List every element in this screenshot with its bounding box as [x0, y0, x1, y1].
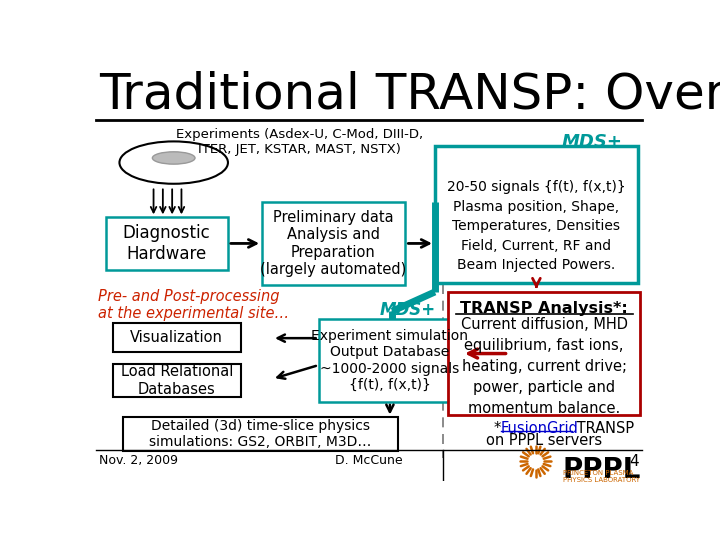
Bar — [262, 202, 405, 285]
Text: TRANSP: TRANSP — [572, 421, 634, 436]
Text: Current diffusion, MHD
equilibrium, fast ions,
heating, current drive;
power, pa: Current diffusion, MHD equilibrium, fast… — [461, 316, 628, 416]
Text: Experiments (Asdex-U, C-Mod, DIII-D,
ITER, JET, KSTAR, MAST, NSTX): Experiments (Asdex-U, C-Mod, DIII-D, ITE… — [176, 128, 423, 156]
Text: MDS+: MDS+ — [562, 132, 623, 151]
Text: TRANSP Analysis*:: TRANSP Analysis*: — [460, 301, 628, 316]
Text: FusionGrid: FusionGrid — [500, 421, 579, 436]
Text: Diagnostic
Hardware: Diagnostic Hardware — [123, 224, 211, 263]
Text: D. McCune: D. McCune — [336, 454, 402, 467]
Text: Experiment simulation
Output Database
~1000-2000 signals
{f(t), f(x,t)}: Experiment simulation Output Database ~1… — [312, 329, 469, 392]
Text: Traditional TRANSP: Overview: Traditional TRANSP: Overview — [99, 71, 720, 119]
Text: Detailed (3d) time-slice physics
simulations: GS2, ORBIT, M3D…: Detailed (3d) time-slice physics simulat… — [149, 419, 372, 449]
Text: 4: 4 — [629, 454, 639, 469]
Bar — [319, 319, 462, 402]
Text: Visualization: Visualization — [130, 330, 223, 345]
Text: Nov. 2, 2009: Nov. 2, 2009 — [99, 454, 179, 467]
Text: Load Relational
Databases: Load Relational Databases — [121, 364, 233, 397]
Text: Preliminary data
Analysis and
Preparation
(largely automated): Preliminary data Analysis and Preparatio… — [260, 210, 407, 277]
Bar — [435, 146, 638, 283]
Ellipse shape — [153, 152, 195, 164]
Bar — [113, 323, 241, 352]
Text: PPPL: PPPL — [563, 456, 641, 484]
Text: 20-50 signals {f(t), f(x,t)}
Plasma position, Shape,
Temperatures, Densities
Fie: 20-50 signals {f(t), f(x,t)} Plasma posi… — [447, 180, 626, 272]
Text: MDS+: MDS+ — [379, 301, 436, 319]
Bar — [106, 217, 228, 269]
Bar — [448, 292, 640, 415]
Text: PRINCETON PLASMA
PHYSICS LABORATORY: PRINCETON PLASMA PHYSICS LABORATORY — [563, 470, 640, 483]
Bar — [122, 417, 397, 451]
Bar — [113, 363, 241, 397]
Text: Pre- and Post-processing
at the experimental site…: Pre- and Post-processing at the experime… — [98, 289, 289, 321]
Text: on PPPL servers: on PPPL servers — [486, 433, 602, 448]
Ellipse shape — [120, 141, 228, 184]
Text: *: * — [493, 421, 500, 436]
